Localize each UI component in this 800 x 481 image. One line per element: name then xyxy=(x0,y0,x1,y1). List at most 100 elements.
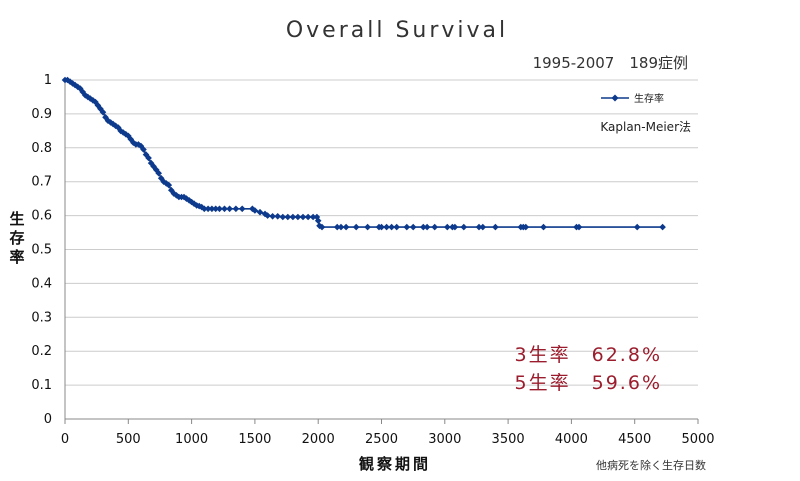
data-point xyxy=(163,180,170,187)
x-tick-label: 1000 xyxy=(175,432,208,447)
legend-marker xyxy=(611,94,619,102)
y-tick-label: 0.8 xyxy=(31,141,52,156)
data-point xyxy=(352,223,360,231)
x-tick-label: 3000 xyxy=(428,432,461,447)
axes xyxy=(64,78,699,424)
y-tick-label: 0.1 xyxy=(31,378,52,393)
data-point xyxy=(314,217,322,224)
chart-title: Overall Survival xyxy=(286,18,508,43)
legend: 生存率 xyxy=(601,92,664,105)
data-point xyxy=(256,208,264,216)
data-point xyxy=(140,146,147,153)
data-point xyxy=(423,223,431,231)
data-point xyxy=(170,190,178,197)
data-point xyxy=(316,222,323,230)
data-point xyxy=(333,223,341,231)
data-point xyxy=(318,223,326,231)
data-point xyxy=(145,154,152,162)
y-tick-label: 1 xyxy=(44,73,52,88)
data-point xyxy=(190,200,198,207)
x-tick-label: 2000 xyxy=(302,432,335,447)
data-point xyxy=(226,205,233,213)
x-axis-note: 他病死を除く生存日数 xyxy=(596,458,706,472)
x-tick-label: 3500 xyxy=(492,432,525,447)
y-tick-label: 0.7 xyxy=(31,175,52,190)
five-year-rate-annotation: 5生率 59.6% xyxy=(515,372,662,394)
x-tick-label: 4000 xyxy=(555,432,588,447)
data-point xyxy=(261,210,269,218)
data-point xyxy=(150,163,157,170)
data-point xyxy=(221,205,228,213)
data-point xyxy=(160,178,167,185)
data-point xyxy=(342,223,350,231)
data-point xyxy=(157,175,165,182)
data-point xyxy=(313,213,321,221)
data-point xyxy=(198,203,205,211)
data-point xyxy=(460,223,468,231)
data-point xyxy=(269,213,276,220)
series-line-0 xyxy=(65,79,663,228)
data-point xyxy=(540,223,547,231)
data-point xyxy=(249,205,256,213)
y-tick-label: 0.4 xyxy=(31,276,52,291)
data-point xyxy=(208,205,216,213)
data-point xyxy=(633,223,641,231)
data-point xyxy=(117,127,124,135)
data-point xyxy=(125,132,132,140)
legend-entry-survival-rate: 生存率 xyxy=(634,92,664,105)
data-point xyxy=(152,166,160,174)
data-point xyxy=(420,223,427,231)
data-point xyxy=(451,223,459,231)
y-axis-label-char: 生 xyxy=(9,210,24,228)
x-tick-labels: 0 500 1000 1500 2000 2500 3000 3500 4000 4500 5000 xyxy=(61,432,715,447)
method-label: Kaplan-Meier法 xyxy=(600,120,691,134)
data-point xyxy=(130,139,137,146)
three-year-rate-annotation: 3生率 62.8% xyxy=(515,344,662,366)
x-axis-label: 観察期間 xyxy=(359,455,431,473)
data-point xyxy=(173,192,180,199)
data-point xyxy=(378,223,385,231)
data-point xyxy=(304,213,312,221)
data-point xyxy=(309,213,317,221)
data-point xyxy=(659,223,666,231)
y-tick-label: 0.6 xyxy=(31,209,52,224)
data-point xyxy=(168,186,175,194)
data-point xyxy=(479,223,487,231)
data-point xyxy=(155,169,162,177)
data-point xyxy=(238,205,246,213)
data-point xyxy=(294,213,302,221)
x-tick-label: 1500 xyxy=(238,432,271,447)
data-point xyxy=(475,223,483,231)
data-point xyxy=(522,223,530,231)
y-tick-label: 0.9 xyxy=(31,107,52,122)
data-point xyxy=(337,223,345,231)
data-point xyxy=(289,213,297,221)
data-point xyxy=(212,205,219,213)
data-point xyxy=(135,141,142,148)
data-point xyxy=(284,213,292,221)
data-point xyxy=(364,223,371,231)
data-point xyxy=(492,223,499,231)
data-point xyxy=(299,213,307,221)
data-point xyxy=(204,205,212,213)
data-point xyxy=(393,223,400,231)
y-axis-label-char: 存 xyxy=(9,229,24,247)
data-point xyxy=(388,223,395,231)
data-point xyxy=(279,213,287,221)
x-tick-label: 5000 xyxy=(681,432,714,447)
data-point xyxy=(575,223,583,231)
grid-lines xyxy=(65,79,698,386)
data-point xyxy=(99,108,107,116)
y-axis-label: 生存率 xyxy=(9,210,24,266)
data-point xyxy=(383,223,390,231)
y-axis-label-char: 率 xyxy=(9,248,24,266)
x-tick-label: 4500 xyxy=(618,432,651,447)
data-point xyxy=(185,197,193,204)
series-group xyxy=(61,76,666,231)
data-point xyxy=(251,207,259,214)
data-point xyxy=(274,213,281,220)
y-tick-labels: 0 0.1 0.2 0.3 0.4 0.5 0.6 0.7 0.8 0.9 1 xyxy=(31,73,52,427)
data-point xyxy=(201,205,208,213)
y-tick-label: 0.3 xyxy=(31,310,52,325)
x-tick-label: 500 xyxy=(116,432,141,447)
